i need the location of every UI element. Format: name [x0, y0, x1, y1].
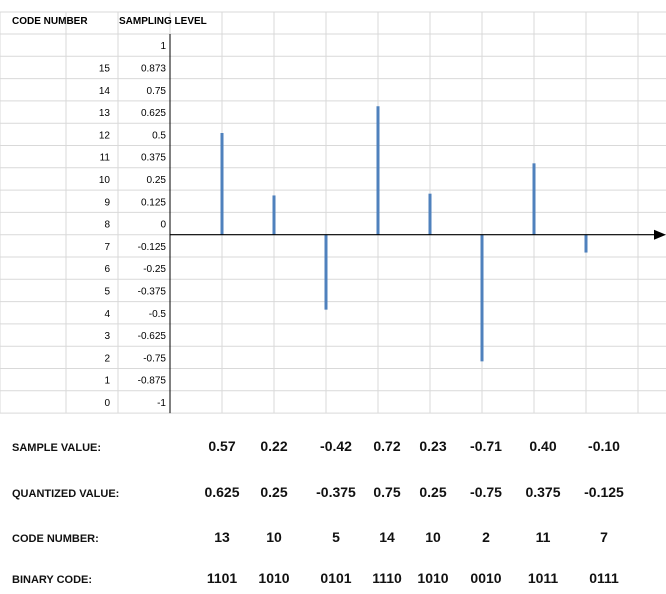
- table-cell: 0.75: [373, 484, 401, 500]
- table-row: BINARY CODE: 1101 1010 0101 1110 1010 0010 1011…: [0, 570, 666, 594]
- table-cell: -0.10: [588, 438, 620, 454]
- sampling-level-label: 1: [160, 41, 166, 52]
- table-row: QUANTIZED VALUE: 0.625 0.25 -0.375 0.75 0.25 -…: [0, 484, 666, 508]
- sample-bar: [324, 234, 328, 310]
- row-label: SAMPLE VALUE:: [12, 442, 102, 454]
- table-cell: 0.23: [419, 438, 447, 454]
- table-cell: -0.71: [470, 438, 502, 454]
- table-cell: 0.57: [208, 438, 236, 454]
- table-cell: 5: [332, 529, 340, 545]
- sampling-level-label: -0.75: [143, 353, 166, 364]
- sampling-level-label: -0.25: [143, 264, 166, 275]
- table-cell: -0.42: [320, 438, 352, 454]
- table-cell: 0111: [589, 570, 619, 586]
- header-labels: CODE NUMBER SAMPLING LEVEL: [12, 16, 207, 27]
- sampling-level-label: 0.25: [147, 175, 167, 186]
- sampling-level-header: SAMPLING LEVEL: [119, 16, 207, 27]
- sampling-level-label: 0.75: [147, 86, 167, 97]
- sample-bar: [532, 163, 536, 235]
- row-label: QUANTIZED VALUE:: [12, 488, 120, 500]
- table-cell: 10: [425, 529, 441, 545]
- sampling-level-label: -0.5: [149, 309, 167, 320]
- code-number-label: 12: [99, 130, 111, 141]
- code-number-header: CODE NUMBER: [12, 16, 88, 27]
- table-cell: 0.375: [525, 484, 561, 500]
- code-number-label: 3: [104, 331, 110, 342]
- sample-bar: [220, 133, 224, 235]
- time-axis: [170, 229, 666, 240]
- code-number-label: 8: [104, 220, 110, 231]
- table-cell: 0.40: [529, 438, 557, 454]
- sampling-level-label: 0: [160, 220, 166, 231]
- table-row: SAMPLE VALUE: 0.57 0.22 -0.42 0.72 0.23 -0.71 0…: [0, 438, 666, 462]
- row-label: BINARY CODE:: [12, 574, 93, 586]
- table-cell: 1101: [206, 570, 238, 586]
- sampling-level-label: 0.375: [141, 153, 166, 164]
- code-number-label: 13: [99, 108, 111, 119]
- sample-bar: [376, 106, 380, 235]
- code-number-label: 7: [104, 242, 110, 253]
- sampling-level-label: 0.625: [141, 108, 166, 119]
- sampling-level-label: 0.5: [152, 130, 166, 141]
- table-cell: 0.22: [260, 438, 288, 454]
- table-cell: -0.375: [316, 484, 356, 500]
- code-number-label: 9: [104, 197, 110, 208]
- table-cell: 0.25: [260, 484, 288, 500]
- grid: [0, 11, 666, 414]
- code-number-label: 10: [99, 175, 111, 186]
- table-cell: 1010: [417, 570, 449, 586]
- table-cell: 0.25: [419, 484, 447, 500]
- code-number-label: 1: [104, 376, 110, 387]
- table-cell: 11: [535, 529, 551, 545]
- code-number-label: 6: [104, 264, 110, 275]
- table-cell: 0.72: [373, 438, 401, 454]
- table-cell: 13: [214, 529, 230, 545]
- table-cell: -0.125: [584, 484, 624, 500]
- sample-bars: [220, 106, 588, 362]
- code-number-label: 0: [104, 398, 110, 409]
- table-cell: 1010: [258, 570, 290, 586]
- code-number-label: 11: [100, 153, 111, 164]
- sampling-level-label: 0.873: [141, 63, 166, 74]
- table-row: CODE NUMBER: 13 10 5 14 10 2 11 7: [0, 529, 666, 553]
- sample-bar: [480, 234, 484, 362]
- sampling-level-label: -1: [157, 398, 166, 409]
- table-cell: -0.75: [470, 484, 502, 500]
- row-label: CODE NUMBER:: [12, 533, 99, 545]
- code-number-label: 5: [104, 286, 110, 297]
- table-cell: 7: [600, 529, 608, 545]
- sample-bar: [272, 195, 276, 235]
- sample-bar: [428, 193, 432, 235]
- code-number-label: 2: [104, 353, 110, 364]
- sampling-level-label: 0.125: [141, 197, 166, 208]
- sample-bar: [584, 234, 588, 253]
- table-cell: 14: [379, 529, 395, 545]
- sampling-level-label: -0.625: [138, 331, 167, 342]
- table-cell: 1011: [527, 570, 559, 586]
- table-cell: 2: [482, 529, 490, 545]
- table-cell: 0101: [320, 570, 352, 586]
- table-cell: 0010: [470, 570, 502, 586]
- sampling-level-label: -0.375: [138, 286, 167, 297]
- time-axis-arrow: [654, 229, 666, 240]
- table-cell: 0.625: [204, 484, 240, 500]
- sampling-level-label: -0.125: [138, 242, 167, 253]
- table-cell: 10: [266, 529, 282, 545]
- table-cell: 1110: [372, 570, 402, 586]
- code-number-label: 4: [104, 309, 110, 320]
- sampling-level-label: -0.875: [138, 376, 167, 387]
- code-number-label: 14: [99, 86, 111, 97]
- code-number-label: 15: [99, 63, 111, 74]
